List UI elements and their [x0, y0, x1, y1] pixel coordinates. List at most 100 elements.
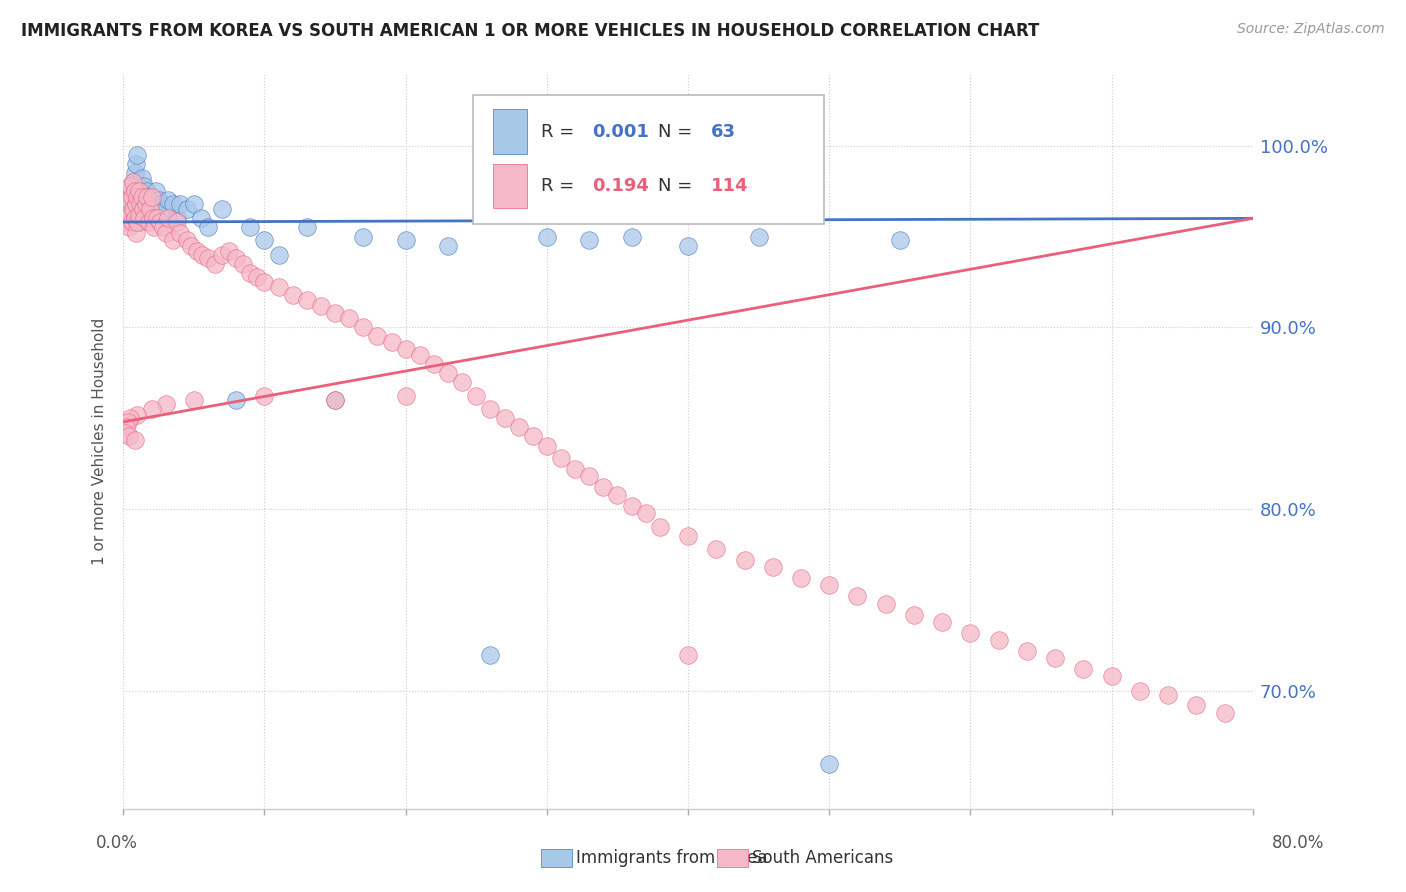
Point: [253, 275, 276, 289]
Point: [253, 389, 276, 403]
Point: [143, 220, 166, 235]
Point: [578, 233, 600, 247]
Point: [183, 393, 205, 408]
Point: [903, 607, 925, 622]
Point: [122, 175, 145, 189]
Point: [818, 756, 841, 771]
Point: [121, 215, 143, 229]
Point: [124, 211, 146, 226]
Text: R =: R =: [541, 178, 581, 195]
Point: [267, 280, 290, 294]
Point: [162, 197, 184, 211]
Point: [155, 202, 177, 217]
Point: [380, 334, 402, 349]
Point: [166, 215, 188, 229]
Point: [479, 402, 502, 417]
Point: [846, 590, 869, 604]
Point: [118, 193, 141, 207]
Point: [152, 220, 174, 235]
Point: [120, 211, 142, 226]
Text: N =: N =: [658, 178, 697, 195]
Point: [352, 229, 374, 244]
Point: [246, 269, 269, 284]
Text: N =: N =: [658, 122, 697, 141]
Point: [959, 625, 981, 640]
Point: [127, 408, 149, 422]
Point: [295, 220, 318, 235]
Point: [225, 252, 247, 266]
Point: [183, 197, 205, 211]
Point: [115, 420, 138, 434]
Point: [180, 238, 202, 252]
Point: [1073, 662, 1095, 676]
Point: [128, 184, 150, 198]
Point: [124, 184, 146, 198]
Point: [127, 211, 149, 226]
Point: [141, 402, 163, 417]
Point: [157, 211, 180, 226]
Point: [762, 560, 785, 574]
Point: [124, 166, 146, 180]
Point: [150, 197, 173, 211]
Point: [117, 415, 139, 429]
Point: [132, 202, 155, 217]
Point: [122, 175, 145, 189]
Point: [232, 257, 254, 271]
Point: [139, 189, 162, 203]
Point: [790, 571, 813, 585]
Point: [115, 193, 138, 207]
Point: [131, 189, 153, 203]
Point: [157, 193, 180, 207]
Point: [931, 615, 953, 629]
Point: [409, 348, 432, 362]
Bar: [492, 164, 526, 208]
Point: [120, 411, 142, 425]
Point: [114, 215, 136, 229]
Text: IMMIGRANTS FROM KOREA VS SOUTH AMERICAN 1 OR MORE VEHICLES IN HOUSEHOLD CORRELAT: IMMIGRANTS FROM KOREA VS SOUTH AMERICAN …: [21, 22, 1039, 40]
Point: [155, 226, 177, 240]
Point: [139, 202, 162, 217]
Point: [120, 178, 142, 193]
Point: [352, 320, 374, 334]
Point: [592, 480, 614, 494]
Point: [564, 462, 586, 476]
Point: [121, 184, 143, 198]
Point: [634, 506, 657, 520]
Point: [987, 632, 1010, 647]
Point: [267, 248, 290, 262]
FancyBboxPatch shape: [474, 95, 824, 224]
Point: [155, 397, 177, 411]
Point: [124, 433, 146, 447]
Point: [186, 244, 208, 258]
Point: [536, 438, 558, 452]
Point: [122, 202, 145, 217]
Point: [536, 229, 558, 244]
Text: R =: R =: [541, 122, 581, 141]
Point: [148, 193, 170, 207]
Point: [190, 211, 212, 226]
Point: [128, 178, 150, 193]
Point: [323, 393, 346, 408]
Point: [121, 215, 143, 229]
Text: South Americans: South Americans: [752, 849, 893, 867]
Point: [309, 299, 332, 313]
Bar: [492, 110, 526, 153]
Point: [875, 597, 897, 611]
Point: [239, 266, 262, 280]
Point: [395, 342, 418, 356]
Point: [118, 201, 141, 215]
Point: [136, 189, 159, 203]
Point: [218, 244, 240, 258]
Text: 0.001: 0.001: [592, 122, 650, 141]
Point: [366, 329, 388, 343]
Point: [125, 197, 148, 211]
Point: [128, 208, 150, 222]
Point: [138, 215, 160, 229]
Point: [166, 211, 188, 226]
Point: [132, 189, 155, 203]
Point: [423, 357, 446, 371]
Point: [508, 420, 530, 434]
Point: [142, 193, 165, 207]
Point: [134, 178, 156, 193]
Point: [122, 208, 145, 222]
